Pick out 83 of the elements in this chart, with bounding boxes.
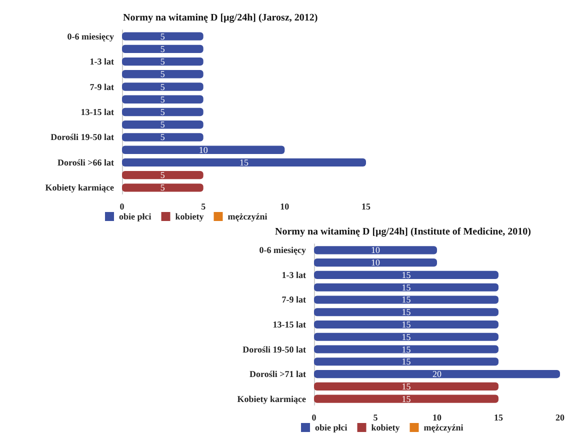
x-tick-label: 10 — [280, 202, 290, 212]
bar — [314, 270, 498, 279]
bar — [314, 308, 498, 316]
data-label: 15 — [402, 344, 412, 354]
y-tick-label: Dorośli 19-50 lat — [50, 132, 114, 142]
bar — [314, 320, 498, 329]
bar — [314, 358, 498, 366]
bar — [122, 95, 204, 104]
legend-label: obie płci — [315, 422, 348, 432]
bar — [122, 57, 204, 66]
data-label: 5 — [160, 170, 166, 180]
legend-label: obie płci — [119, 212, 152, 222]
data-label: 5 — [160, 182, 166, 193]
data-label: 5 — [160, 44, 166, 54]
data-label: 5 — [160, 107, 166, 117]
data-label: 20 — [432, 369, 442, 380]
data-label: 5 — [160, 94, 166, 104]
data-label: 15 — [402, 356, 412, 367]
data-label: 15 — [402, 282, 412, 292]
y-tick-label: 0-6 miesięcy — [67, 31, 114, 42]
data-label: 5 — [160, 120, 166, 130]
data-label: 15 — [402, 270, 412, 280]
y-tick-label: 1-3 lat — [282, 270, 306, 280]
x-tick-label: 15 — [494, 412, 504, 422]
data-label: 5 — [160, 69, 166, 80]
data-label: 15 — [402, 320, 412, 330]
bar — [122, 120, 204, 129]
y-tick-label: Dorośli >71 lat — [250, 369, 306, 380]
chart-title: Normy na witaminę D [µg/24h] (Institute of Medicine, 2010) — [275, 226, 532, 238]
data-label: 10 — [371, 245, 380, 256]
data-label: 15 — [402, 294, 412, 305]
bar — [122, 158, 366, 167]
data-label: 15 — [402, 381, 412, 392]
y-tick-label: 0-6 miesięcy — [259, 245, 306, 256]
bar — [314, 332, 498, 341]
bar — [314, 246, 437, 254]
data-label: 15 — [402, 394, 412, 404]
x-tick-label: 15 — [362, 202, 371, 212]
bar — [314, 258, 437, 267]
bar — [314, 370, 560, 378]
legend-label: mężczyźni — [424, 422, 464, 432]
bar — [122, 108, 204, 116]
x-tick-label: 5 — [373, 412, 378, 422]
y-tick-label: Kobiety karmiące — [237, 394, 306, 404]
bar — [314, 283, 498, 292]
data-label: 15 — [402, 307, 412, 318]
y-tick-label: Kobiety karmiące — [45, 182, 114, 193]
chart-title: Normy na witaminę D [µg/24h] (Jarosz, 2012) — [123, 12, 318, 24]
legend-label: mężczyźni — [228, 212, 268, 222]
bar — [122, 82, 204, 91]
data-label: 15 — [402, 332, 412, 342]
y-tick-label: 1-3 lat — [90, 56, 114, 67]
bar — [314, 382, 498, 390]
x-tick-label: 20 — [556, 412, 565, 422]
bar — [314, 394, 498, 403]
data-label: 5 — [160, 82, 166, 92]
y-tick-label: 7-9 lat — [90, 82, 114, 92]
data-label: 5 — [160, 132, 166, 142]
y-tick-label: Dorośli >66 lat — [58, 157, 114, 168]
x-tick-label: 0 — [120, 202, 125, 212]
bar — [122, 133, 204, 142]
bar — [122, 170, 204, 180]
bar — [122, 32, 204, 40]
data-label: 5 — [160, 31, 166, 42]
bar — [122, 70, 204, 78]
x-tick-label: 5 — [201, 202, 206, 212]
data-label: 15 — [240, 157, 249, 168]
bar — [314, 296, 498, 304]
y-tick-label: Dorośli 19-50 lat — [242, 344, 306, 354]
bar — [122, 44, 204, 54]
y-tick-label: 13-15 lat — [80, 107, 114, 117]
data-label: 5 — [160, 56, 166, 67]
bar — [314, 345, 498, 354]
y-tick-label: 7-9 lat — [282, 294, 306, 305]
y-tick-label: 13-15 lat — [272, 320, 306, 330]
data-label: 10 — [371, 258, 380, 268]
bar — [122, 146, 285, 154]
bar — [122, 184, 204, 192]
legend-label: kobiety — [371, 422, 400, 432]
x-tick-label: 0 — [312, 412, 317, 422]
legend-label: kobiety — [175, 212, 204, 222]
data-label: 10 — [198, 144, 208, 155]
x-tick-label: 10 — [432, 412, 442, 422]
